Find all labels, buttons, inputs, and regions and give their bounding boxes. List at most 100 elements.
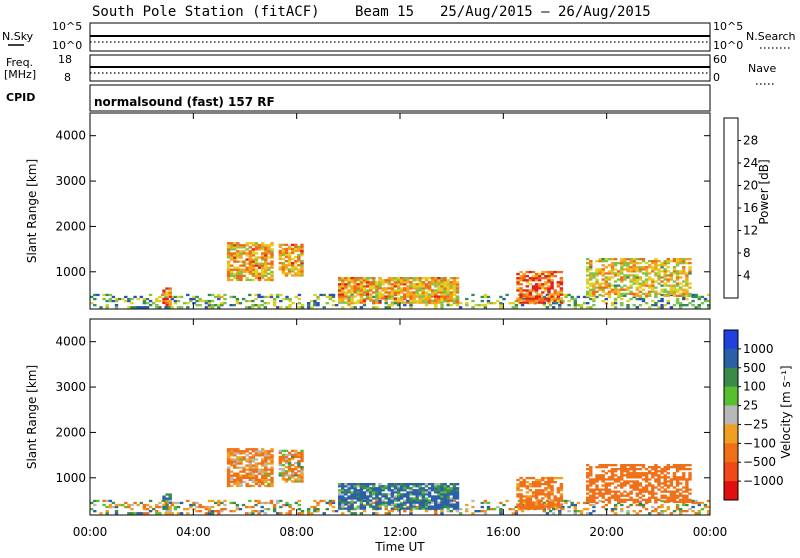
- echo-cell: [620, 286, 624, 289]
- echo-cell: [232, 295, 236, 299]
- echo-cell: [338, 489, 342, 492]
- echo-cell: [626, 304, 630, 307]
- echo-cell: [269, 501, 274, 505]
- echo-cell: [372, 497, 376, 500]
- echo-cell: [257, 499, 261, 503]
- echo-cell: [93, 304, 97, 307]
- echo-cell: [261, 262, 265, 265]
- echo-cell: [528, 501, 533, 504]
- echo-cell: [547, 485, 551, 488]
- echo-cell: [424, 483, 429, 486]
- echo-cell: [541, 287, 545, 290]
- echo-cell: [176, 512, 181, 515]
- echo-cell: [663, 262, 667, 265]
- echo-cell: [393, 497, 398, 500]
- echo-cell: [651, 268, 655, 271]
- echo-cell: [449, 293, 453, 296]
- echo-cell: [604, 498, 608, 501]
- echo-cell: [344, 489, 348, 492]
- echo-cell: [623, 274, 627, 277]
- echo-cell: [270, 244, 274, 247]
- echo-cell: [679, 494, 683, 497]
- echo-cell: [291, 480, 295, 483]
- echo-cell: [287, 251, 292, 255]
- echo-cell: [248, 268, 252, 271]
- echo-cell: [657, 299, 661, 303]
- echo-cell: [669, 492, 674, 495]
- echo-cell: [378, 485, 382, 488]
- echo-cell: [559, 493, 564, 496]
- echo-cell: [288, 306, 292, 309]
- echo-cell: [168, 289, 172, 292]
- echo-cell: [455, 295, 460, 298]
- echo-cell: [620, 482, 624, 485]
- echo-cell: [344, 499, 348, 502]
- echo-cell: [595, 492, 599, 495]
- echo-cell: [644, 478, 649, 481]
- echo-cell: [431, 497, 435, 500]
- echo-cell: [516, 478, 520, 482]
- echo-cell: [236, 460, 240, 463]
- echo-cell: [443, 299, 447, 302]
- echo-cell: [210, 299, 215, 303]
- echo-cell: [586, 258, 590, 261]
- echo-cell: [248, 258, 252, 261]
- echo-cell: [409, 302, 413, 305]
- echo-cell: [127, 306, 131, 309]
- echo-cell: [553, 503, 557, 506]
- echo-cell: [675, 262, 680, 265]
- echo-cell: [248, 505, 252, 509]
- echo-cell: [251, 458, 256, 461]
- echo-cell: [434, 306, 438, 309]
- echo-cell: [641, 299, 646, 303]
- echo-cell: [620, 494, 624, 497]
- echo-cell: [544, 495, 548, 498]
- echo-cell: [666, 484, 670, 487]
- echo-cell: [264, 274, 268, 277]
- echo-cell: [607, 270, 612, 273]
- echo-cell: [522, 279, 526, 282]
- echo-cell: [230, 254, 234, 257]
- echo-cell: [666, 284, 670, 287]
- echo-cell: [242, 244, 246, 247]
- echo-cell: [589, 498, 593, 501]
- echo-cell: [142, 299, 147, 303]
- echo-cell: [341, 507, 345, 510]
- echo-cell: [607, 258, 612, 261]
- echo-cell: [446, 510, 450, 513]
- echo-cell: [316, 508, 320, 511]
- echo-cell: [204, 508, 209, 511]
- echo-cell: [230, 256, 234, 259]
- echo-cell: [396, 281, 401, 284]
- echo-cell: [307, 512, 311, 515]
- echo-cell: [551, 508, 556, 511]
- echo-cell: [270, 478, 274, 481]
- echo-cell: [124, 501, 128, 505]
- echo-cell: [534, 272, 539, 276]
- echo-cell: [592, 492, 596, 495]
- echo-cell: [486, 299, 491, 303]
- echo-cell: [556, 505, 560, 508]
- echo-cell: [284, 249, 289, 253]
- echo-cell: [257, 244, 262, 247]
- echo-cell: [270, 462, 274, 465]
- echo-cell: [531, 275, 536, 278]
- echo-cell: [192, 508, 196, 511]
- echo-cell: [440, 281, 444, 284]
- echo-cell: [610, 266, 615, 269]
- echo-cell: [375, 285, 379, 288]
- echo-cell: [400, 279, 404, 282]
- echo-cell: [669, 496, 674, 499]
- echo-cell: [387, 287, 391, 290]
- echo-cell: [623, 288, 627, 291]
- echo-cell: [294, 466, 298, 469]
- echo-cell: [338, 297, 342, 300]
- echo-cell: [331, 505, 336, 509]
- echo-cell: [251, 299, 255, 303]
- echo-cell: [496, 299, 500, 303]
- echo-cell: [248, 462, 252, 465]
- echo-cell: [443, 501, 447, 504]
- echo-cell: [570, 501, 574, 505]
- echo-cell: [403, 281, 407, 284]
- echo-cell: [427, 297, 432, 300]
